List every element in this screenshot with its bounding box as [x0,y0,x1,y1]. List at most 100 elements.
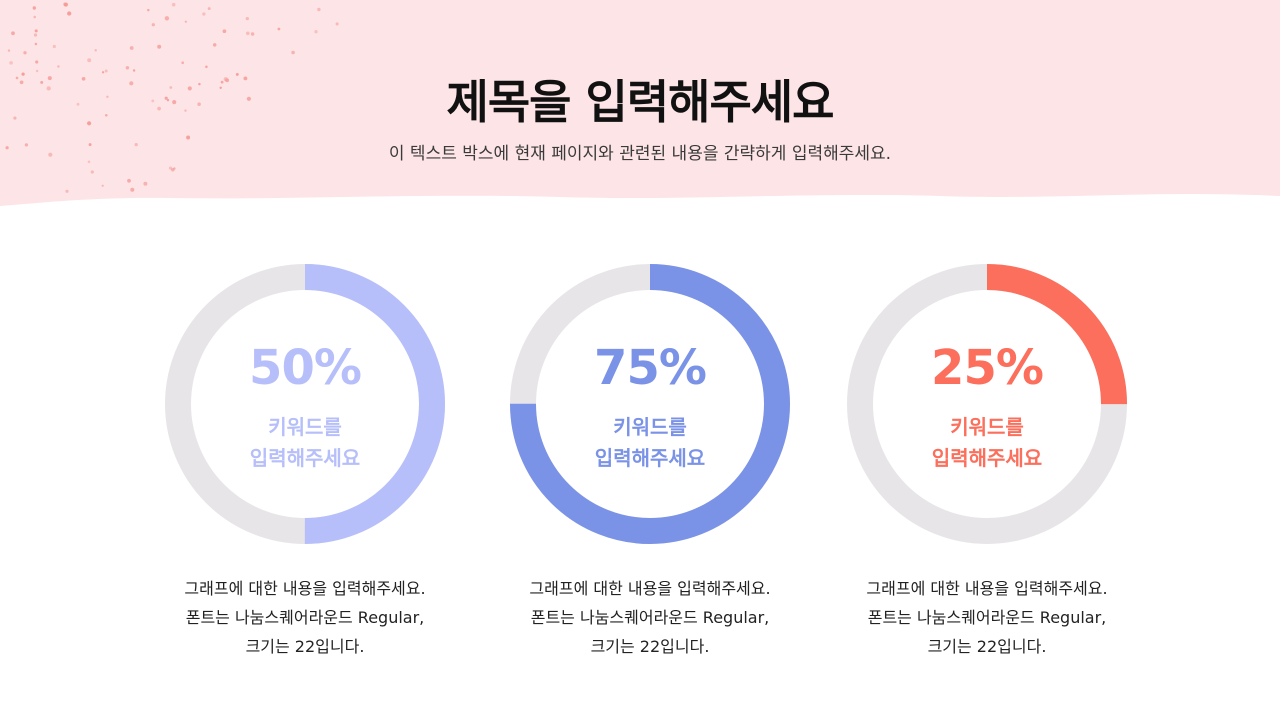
decorative-dot [205,65,208,69]
decorative-dot [46,86,51,91]
decorative-dot [94,49,97,52]
decorative-dot [33,33,38,37]
decorative-dot [186,135,191,140]
decorative-dot [5,146,9,150]
decorative-dot [15,76,19,80]
decorative-dot [246,96,251,101]
progress-card-75: 75% 키워드를 입력해주세요 그래프에 대한 내용을 입력해주세요. 폰트는 … [500,262,800,662]
decorative-dot [35,60,39,64]
keyword-line-1: 키워드를 [950,415,1024,439]
percent-label: 75% [594,340,707,396]
description-line-2: 폰트는 나눔스퀘어라운드 Regular, [530,608,770,627]
decorative-dot [48,152,53,157]
ring-progress-arc [510,264,790,544]
decorative-dot [40,80,44,84]
decorative-dot [23,51,27,55]
decorative-dot [184,20,187,23]
card-description: 그래프에 대한 내용을 입력해주세요. 폰트는 나눔스퀘어라운드 Regular… [817,574,1157,661]
decorative-dot [250,32,255,36]
decorative-dot [143,181,148,186]
decorative-dot [127,178,131,183]
description-line-3: 크기는 22입니다. [245,637,365,656]
decorative-dot [277,27,281,31]
decorative-dot [130,187,135,192]
decorative-dot [164,16,170,21]
decorative-dot [198,82,201,86]
decorative-dot [67,11,72,16]
decorative-dot [35,69,39,73]
decorative-dot [24,143,28,147]
decorative-dot [63,2,68,7]
decorative-dot [147,8,150,12]
decorative-dot [197,102,201,106]
keyword-label: 키워드를 입력해주세요 [155,412,455,474]
page-title: 제목을 입력해주세요 [446,75,835,129]
decorative-dot [106,95,109,98]
ring-progress-arc [847,264,1127,544]
decorative-dot [34,42,38,46]
decorative-dot [81,76,86,81]
decorative-dot [104,69,108,73]
description-line-2: 폰트는 나눔스퀘어라운드 Regular, [185,608,425,627]
decorative-dot [134,142,138,147]
decorative-dot [11,31,15,36]
decorative-dot [101,71,105,74]
description-line-1: 그래프에 대한 내용을 입력해주세요. [529,579,771,598]
description-line-2: 폰트는 나눔스퀘어라운드 Regular, [867,608,1107,627]
decorative-dot [202,12,206,16]
decorative-dot [7,49,11,52]
progress-card-50: 50% 키워드를 입력해주세요 그래프에 대한 내용을 입력해주세요. 폰트는 … [155,262,455,662]
decorative-dot [166,99,170,102]
decorative-dot [47,76,52,81]
decorative-dot [335,22,339,26]
decorative-dot [87,58,92,63]
header-band-shape [0,0,1280,206]
card-description: 그래프에 대한 내용을 입력해주세요. 폰트는 나눔스퀘어라운드 Regular… [135,574,475,661]
keyword-line-2: 입력해주세요 [594,446,706,470]
decorative-dot [151,23,155,27]
decorative-dot [207,7,211,11]
decorative-dot [223,77,228,82]
decorative-dot [76,102,80,106]
decorative-dot [219,86,222,90]
decorative-dot [314,30,318,34]
header-band [0,0,1280,206]
keyword-line-1: 키워드를 [268,415,342,439]
description-line-3: 크기는 22입니다. [927,637,1047,656]
decorative-dot [172,100,177,105]
decorative-dot [187,86,192,91]
decorative-dot [19,80,24,85]
keyword-label: 키워드를 입력해주세요 [500,412,800,474]
decorative-dot [245,16,249,21]
decorative-dot [129,46,134,50]
decorative-dot [87,160,91,164]
decorative-dot [157,106,161,111]
decorative-dot [173,167,176,170]
decorative-dot [164,96,168,100]
decorative-dots [5,2,339,193]
decorative-dot [181,61,185,65]
decorative-dot [32,6,36,10]
decorative-dot [220,80,224,84]
decorative-dot [65,189,69,193]
page-subtitle: 이 텍스트 박스에 현재 페이지와 관련된 내용을 간략하게 입력해주세요. [388,144,892,164]
decorative-dot [222,29,227,34]
decorative-dot [212,43,217,47]
decorative-dot [57,65,60,68]
progress-ring [165,264,445,544]
decorative-dot [151,99,155,103]
percent-label: 50% [249,340,362,396]
decorative-dot [13,116,17,120]
description-line-3: 크기는 22입니다. [590,637,710,656]
decorative-dot [52,44,56,49]
decorative-dot [34,29,38,33]
decorative-dot [132,69,136,72]
keyword-line-2: 입력해주세요 [931,446,1043,470]
keyword-line-1: 키워드를 [613,415,687,439]
decorative-dot [157,44,162,49]
card-description: 그래프에 대한 내용을 입력해주세요. 폰트는 나눔스퀘어라운드 Regular… [480,574,820,661]
decorative-dot [101,184,104,187]
decorative-dot [88,143,92,147]
progress-ring [510,264,790,544]
progress-ring [847,264,1127,544]
